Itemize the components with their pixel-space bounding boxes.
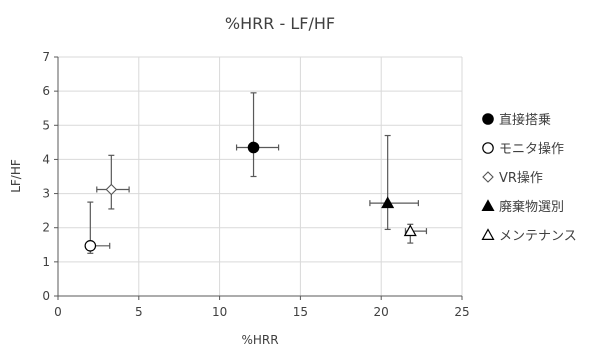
y-tick-label: 5 xyxy=(42,118,50,132)
data-point-group xyxy=(235,92,280,178)
grid-lines xyxy=(58,56,463,296)
data-point-group xyxy=(84,201,111,254)
data-point-group xyxy=(403,223,428,244)
y-tick-label: 3 xyxy=(42,187,50,201)
legend-item: VR操作 xyxy=(482,170,543,186)
y-axis-ticks: 0 1 2 3 4 5 6 7 xyxy=(42,50,58,303)
data-point-marker xyxy=(84,240,97,252)
data-point-marker xyxy=(247,141,260,154)
legend-marker xyxy=(481,228,495,240)
data-point-group xyxy=(369,134,419,231)
y-tick-label: 6 xyxy=(42,84,50,98)
y-tick-label: 2 xyxy=(42,221,50,235)
legend-label: メンテナンス xyxy=(499,229,577,244)
x-tick-label: 15 xyxy=(293,305,308,319)
data-point-marker xyxy=(105,183,118,196)
y-tick-label: 4 xyxy=(42,152,50,166)
data-point-group xyxy=(96,154,130,210)
legend-item: 直接搭乗 xyxy=(482,112,551,128)
x-axis-ticks: 0 5 10 15 20 25 xyxy=(54,296,470,319)
legend-label: 廃棄物選別 xyxy=(499,199,564,215)
legend-marker xyxy=(482,113,494,125)
legend-marker xyxy=(482,171,494,183)
y-tick-label: 0 xyxy=(42,289,50,303)
data-point-marker xyxy=(381,196,395,209)
legend-marker xyxy=(481,199,495,211)
legend-label: VR操作 xyxy=(499,170,543,186)
x-tick-label: 20 xyxy=(374,305,389,319)
legend-label: モニタ操作 xyxy=(499,141,564,157)
data-point-marker xyxy=(403,224,417,237)
x-tick-label: 0 xyxy=(54,305,62,319)
x-tick-label: 10 xyxy=(212,305,227,319)
legend-item: メンテナンス xyxy=(481,228,577,244)
x-tick-label: 5 xyxy=(135,305,143,319)
x-tick-label: 25 xyxy=(454,305,469,319)
chart-title: %HRR - LF/HF xyxy=(225,14,335,33)
legend-item: モニタ操作 xyxy=(482,141,564,157)
axes xyxy=(57,57,462,297)
legend-marker xyxy=(482,142,494,154)
data-points xyxy=(84,92,428,254)
y-tick-label: 1 xyxy=(42,255,50,269)
legend-label: 直接搭乗 xyxy=(499,112,551,128)
legend-item: 廃棄物選別 xyxy=(481,199,564,215)
y-tick-label: 7 xyxy=(42,50,50,64)
x-axis-label: %HRR xyxy=(241,333,278,347)
y-axis-label: LF/HF xyxy=(9,159,23,193)
